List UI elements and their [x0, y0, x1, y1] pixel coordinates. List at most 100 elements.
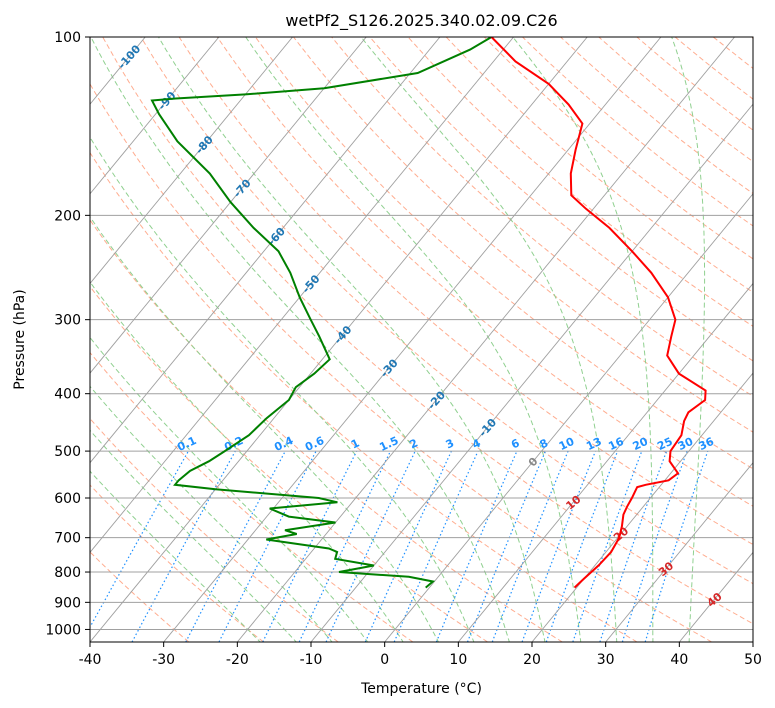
- mixing-ratio-label: 30: [676, 435, 696, 453]
- isotherm-label: -10: [476, 416, 499, 440]
- mixing-ratio-label: 20: [631, 435, 651, 453]
- mixing-ratio-label: 16: [606, 435, 626, 453]
- moist-adiabat-line: [90, 336, 369, 642]
- isotherm-label: -20: [425, 388, 448, 412]
- dry-adiabat-label: 10: [563, 493, 583, 513]
- y-tick-label: 800: [54, 565, 81, 581]
- dry-adiabat-line: [560, 37, 753, 195]
- isotherm-line: [90, 37, 220, 195]
- y-tick-label: 200: [54, 208, 81, 224]
- line-labels: 0.1 0.2 0.4 0.6 1 1.5 2 3 4 6 8 10 13 16 20 25 30 36-100-…: [115, 42, 725, 609]
- dry-adiabat-line: [90, 83, 712, 642]
- moist-adiabat-line: [360, 37, 618, 642]
- y-tick-label: 700: [54, 531, 81, 547]
- isotherm-label: -80: [193, 133, 216, 157]
- dry-adiabat-line: [90, 151, 638, 642]
- mixing-ratio-line: [521, 450, 597, 642]
- dry-adiabat-line: [90, 219, 563, 642]
- isotherm-line: [752, 641, 753, 642]
- isotherm-label: -50: [300, 272, 323, 296]
- mixing-ratio-line: [131, 450, 236, 642]
- isotherm-line: [90, 37, 514, 554]
- dry-adiabat-line: [178, 37, 753, 546]
- y-tick-label: 1000: [45, 622, 81, 638]
- x-tick-label: 30: [597, 652, 615, 668]
- y-axis: 100 200 300 400 500 600 700 800 900 1000: [45, 30, 90, 638]
- moist-adiabats: [90, 37, 706, 642]
- moist-adiabat-line: [90, 385, 333, 642]
- isotherm-line: [0, 37, 72, 642]
- x-tick-label: -30: [152, 652, 175, 668]
- x-tick-label: 50: [744, 652, 762, 668]
- isotherms: [0, 37, 753, 642]
- isotherm-line: [90, 37, 293, 285]
- dry-adiabats: [90, 37, 753, 642]
- y-tick-label: 500: [54, 444, 81, 460]
- moist-adiabat-line: [90, 136, 475, 642]
- isotherm-line: [90, 37, 441, 464]
- mixing-ratio-line: [599, 450, 668, 642]
- x-tick-label: 0: [380, 652, 389, 668]
- mixing-ratio-line: [185, 450, 286, 642]
- x-tick-label: 10: [449, 652, 467, 668]
- x-tick-label: 20: [523, 652, 541, 668]
- plot-area: 0.1 0.2 0.4 0.6 1 1.5 2 3 4 6 8 10 13 16 20 25 30 36-100-…: [0, 37, 753, 642]
- isotherm-line: [310, 103, 753, 642]
- y-tick-label: 600: [54, 491, 81, 507]
- dewpoint-line: [150, 37, 493, 589]
- isotherm-label: -40: [331, 323, 354, 347]
- dry-adiabat-line: [445, 37, 753, 293]
- isotherm-line: [384, 193, 753, 642]
- dry-adiabat-line: [102, 37, 753, 625]
- isotherm-line: [531, 372, 753, 642]
- moist-adiabat-line: [158, 37, 546, 642]
- x-tick-label: 40: [670, 652, 688, 668]
- x-axis: -40 -30 -20 -10 0 10 20 30 40 50: [79, 642, 762, 668]
- isotherm-label: -70: [231, 177, 254, 201]
- y-axis-label: Pressure (hPa): [12, 289, 28, 389]
- moist-adiabat-line: [245, 37, 582, 642]
- dry-adiabat-line: [140, 37, 753, 585]
- dry-adiabat-line: [90, 484, 264, 642]
- chart-title: wetPf2_S126.2025.340.02.09.C26: [285, 11, 557, 31]
- mixing-ratio-label: 2: [408, 436, 420, 451]
- moist-adiabat-line: [90, 470, 261, 642]
- pressure-gridlines: [90, 37, 753, 630]
- isotherm-label: -100: [115, 42, 143, 71]
- y-tick-label: 900: [54, 595, 81, 611]
- y-tick-label: 300: [54, 313, 81, 329]
- mixing-ratio-line: [218, 450, 317, 642]
- mixing-ratio-label: 4: [470, 436, 483, 451]
- dry-adiabat-line: [751, 37, 753, 39]
- dry-adiabat-line: [598, 37, 753, 163]
- mixing-ratio-label: 36: [697, 435, 717, 453]
- x-axis-label: Temperature (°C): [360, 681, 482, 697]
- mixing-ratio-line: [393, 450, 479, 642]
- dry-adiabat-line: [483, 37, 753, 260]
- dry-adiabat-line: [674, 37, 753, 100]
- mixing-ratio-label: 3: [444, 436, 456, 451]
- mixing-ratio-label: 8: [538, 436, 550, 451]
- x-tick-label: -40: [79, 652, 102, 668]
- moist-adiabat-line: [90, 429, 297, 642]
- dry-adiabat-line: [712, 37, 753, 70]
- mixing-ratio-label: 10: [557, 435, 577, 453]
- mixing-ratio-lines: [90, 450, 709, 642]
- mixing-ratio-line: [262, 450, 358, 642]
- dry-adiabat-label: 30: [656, 559, 676, 579]
- dry-adiabat-line: [90, 417, 339, 642]
- dry-adiabat-line: [522, 37, 753, 227]
- dry-adiabat-line: [90, 285, 488, 642]
- isotherm-label: -30: [378, 356, 401, 380]
- moist-adiabat-line: [671, 37, 706, 642]
- isotherm-line: [90, 37, 588, 642]
- y-tick-label: 400: [54, 387, 81, 403]
- mixing-ratio-line: [644, 450, 709, 642]
- dry-adiabat-line: [90, 551, 190, 642]
- isotherm-line: [605, 462, 753, 642]
- dry-adiabat-line: [331, 37, 753, 397]
- y-tick-label: 100: [54, 30, 81, 46]
- mixing-ratio-line: [545, 450, 619, 642]
- mixing-ratio-label: 6: [509, 436, 522, 451]
